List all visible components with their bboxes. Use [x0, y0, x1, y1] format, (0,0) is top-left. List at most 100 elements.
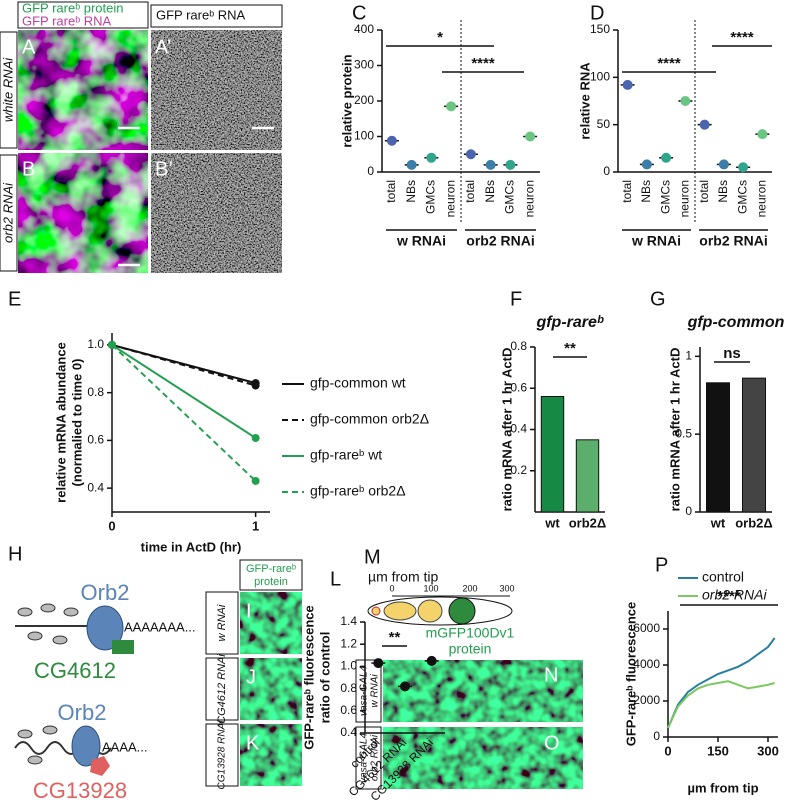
- x-tick-label: 150: [707, 743, 729, 758]
- dot: [699, 119, 710, 130]
- y-tick-label: 1.2: [340, 636, 357, 650]
- x-tick-label: wt: [544, 515, 560, 530]
- group-label: orb2 RNAi: [699, 233, 767, 249]
- dot: [426, 655, 437, 666]
- micrograph: [383, 660, 583, 722]
- row-label: CG13928 RNAi: [217, 720, 228, 790]
- row-box: [0, 31, 18, 149]
- y-tick-label: 0.5: [675, 426, 692, 440]
- panel-label: D: [590, 2, 604, 24]
- ruler-tick: 100: [423, 583, 438, 593]
- y-tick-label: 0.8: [87, 385, 104, 399]
- chart-title: gfp-rareᵇ: [535, 314, 603, 331]
- row-box: [205, 657, 239, 721]
- header: GFP rareᵇ RNA: [22, 13, 112, 28]
- y-tick-label: 50: [597, 117, 611, 131]
- significance: **: [564, 340, 576, 357]
- y-tick-label: 1.4: [340, 614, 357, 628]
- panel-label: I: [246, 600, 252, 622]
- caption: protein: [449, 641, 492, 657]
- egg-chamber: [448, 597, 476, 625]
- panel-label: K: [246, 732, 260, 754]
- orb2: [71, 725, 101, 767]
- group-label: w RNAi: [396, 233, 446, 249]
- dot: [738, 162, 749, 173]
- dot: [426, 152, 437, 163]
- dot: [485, 159, 496, 170]
- header: protein: [254, 576, 288, 588]
- point: [108, 340, 116, 349]
- y-axis-label: relative RNA: [577, 62, 592, 140]
- panel-label: A’: [155, 36, 171, 58]
- dot: [505, 159, 516, 170]
- protein-label: Orb2: [81, 580, 130, 605]
- y-tick-label: 4000: [633, 657, 660, 671]
- y-tick-label: 1.0: [87, 337, 104, 351]
- micrograph: [240, 592, 302, 654]
- x-tick-label: 0: [108, 518, 115, 533]
- cyst: [417, 599, 443, 623]
- y-tick-label: 300: [354, 58, 374, 72]
- y-tick-label: 0.4: [510, 422, 527, 436]
- x-tick-label: NBs: [716, 180, 730, 203]
- legend-label: gfp-rareᵇ orb2Δ: [310, 483, 406, 499]
- protein-label: Orb2: [58, 700, 107, 725]
- dot: [386, 135, 397, 146]
- caption: mGFP100Dv1: [426, 625, 515, 641]
- legend-label: gfp-rareᵇ wt: [310, 447, 382, 463]
- tail-label: AAAAAAA...: [124, 619, 196, 634]
- row-label: orb2 RNAi: [370, 734, 381, 781]
- y-tick-label: 0.6: [510, 380, 527, 394]
- x-tick-label: GMCs: [658, 180, 672, 214]
- micrograph: [18, 153, 148, 273]
- y-axis-label: GFP-rareᵇ fluorescence: [301, 605, 316, 750]
- y-tick-label: 0: [653, 729, 660, 743]
- panel-label: B’: [155, 158, 173, 180]
- y-tick-label: 200: [354, 93, 374, 107]
- micrograph: [151, 30, 282, 150]
- y-tick-label: 0.6: [340, 703, 357, 717]
- y-tick-label: 0.4: [340, 725, 357, 739]
- ribosomes: [17, 725, 58, 765]
- point: [251, 381, 260, 390]
- row-label: vasa-GAL4: [359, 733, 370, 783]
- series-line: [111, 344, 257, 439]
- panel-label: B: [22, 158, 35, 180]
- panel-label: N: [544, 664, 558, 686]
- tail-label: AAAA...: [102, 739, 148, 754]
- panel-label: A: [22, 36, 36, 58]
- y-tick-label: 2000: [633, 693, 660, 707]
- row-box: [355, 726, 382, 790]
- row-box: [205, 723, 239, 787]
- diagram-h: Orb2 AAAAAAA... CG4612 Orb2 AAAA... CG13…: [14, 580, 196, 803]
- row-label: w RNAi: [370, 674, 381, 708]
- x-tick-label: orb2Δ: [735, 515, 773, 530]
- header: GFP rareᵇ protein: [22, 0, 124, 15]
- significance: ****: [717, 588, 741, 605]
- y-axis-label: relative protein: [339, 54, 354, 147]
- y-axis-label: GFP-rareᵇ fluorescence: [623, 602, 638, 747]
- significance: ****: [657, 55, 681, 72]
- dot: [525, 131, 536, 142]
- dot: [718, 159, 729, 170]
- row-box: [0, 154, 18, 272]
- series-line: [667, 680, 775, 729]
- x-tick-label: neuron: [678, 180, 692, 217]
- group-label: orb2 RNAi: [466, 233, 534, 249]
- y-tick-label: 0: [685, 504, 692, 518]
- panel-label: F: [510, 288, 522, 310]
- x-tick-label: total: [384, 180, 398, 203]
- x-tick-label: NBs: [483, 180, 497, 203]
- y-tick-label: 100: [354, 129, 374, 143]
- header-box: [239, 559, 303, 591]
- bar: [575, 439, 600, 513]
- y-tick-label: 0.4: [87, 480, 104, 494]
- ruler-tick: 200: [462, 583, 477, 593]
- dot: [373, 658, 384, 669]
- x-axis-label: time in ActD (hr): [141, 539, 242, 554]
- dot: [465, 149, 476, 160]
- panel-label: P: [655, 554, 668, 576]
- y-axis-label: ratio of control: [317, 632, 332, 724]
- header-box: [17, 1, 149, 29]
- x-tick-label: neuron: [522, 180, 536, 217]
